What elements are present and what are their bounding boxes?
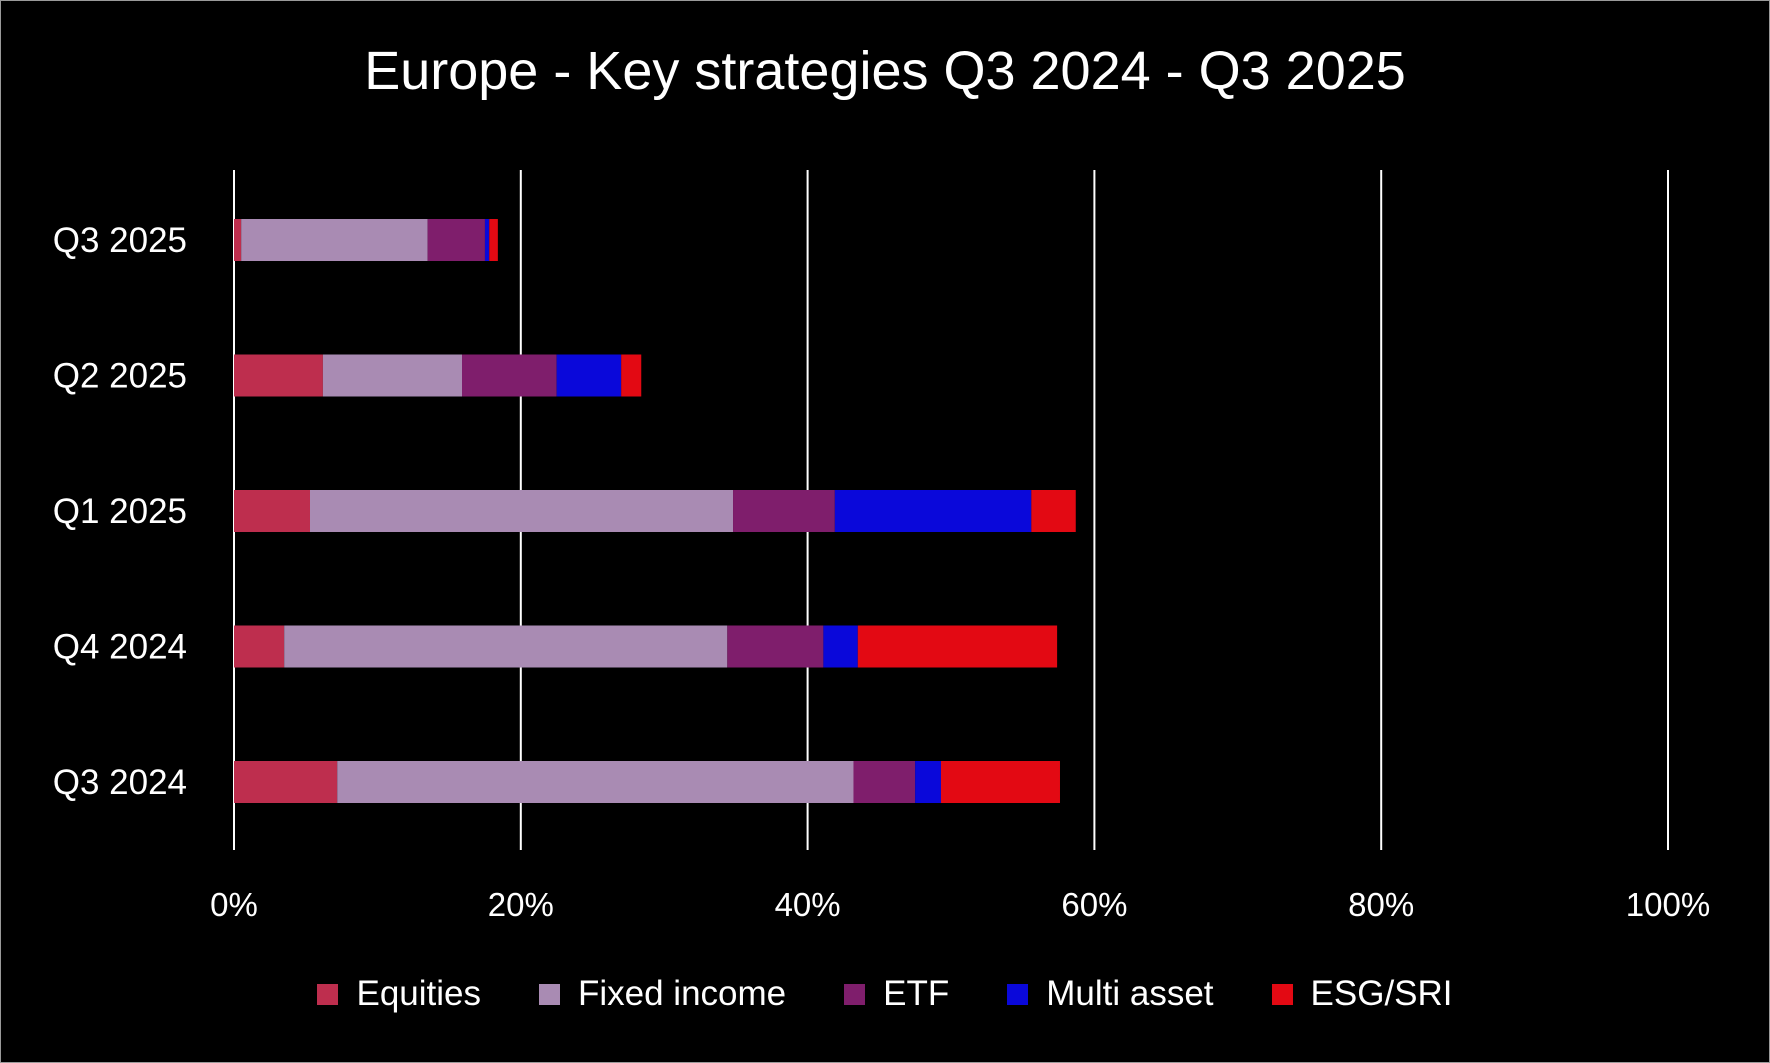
bar-segment-fixed-income <box>284 625 728 668</box>
x-tick-label: 80% <box>1348 886 1414 923</box>
bar-segment-equities <box>234 219 242 261</box>
y-category-label: Q4 2024 <box>53 628 187 667</box>
x-tick-label: 40% <box>775 886 841 923</box>
y-category-label: Q3 2024 <box>53 763 187 802</box>
legend-item: ESG/SRI <box>1271 974 1453 1014</box>
x-tick-label: 20% <box>488 886 554 923</box>
x-tick-label: 100% <box>1626 886 1710 923</box>
legend-item: Fixed income <box>539 974 786 1014</box>
bar-segment-multi-asset <box>834 490 1032 532</box>
bar-segment-equities <box>234 354 323 397</box>
bar-segment-equities <box>234 761 338 803</box>
legend-item: ETF <box>844 974 949 1014</box>
bar-segment-fixed-income <box>337 761 854 803</box>
legend: Equities Fixed income ETF Multi asset ESG/SR… <box>0 974 1770 1014</box>
x-tick-label: 60% <box>1061 886 1127 923</box>
bar-segment-esg-sri <box>621 354 642 397</box>
legend-item: Equities <box>317 974 481 1014</box>
bar-segment-fixed-income <box>310 490 734 532</box>
legend-label: Fixed income <box>578 974 787 1013</box>
bar-segment-esg-sri <box>857 625 1058 668</box>
chart-title: Europe - Key strategies Q3 2024 - Q3 202… <box>364 41 1406 101</box>
legend-item: Multi asset <box>1007 974 1214 1014</box>
bar-segment-etf <box>727 625 824 668</box>
bar-segment-fixed-income <box>241 219 428 261</box>
y-category-label: Q2 2025 <box>53 357 187 396</box>
legend-label: ETF <box>883 974 950 1013</box>
legend-swatch <box>1271 983 1293 1005</box>
bar-segment-etf <box>427 219 485 261</box>
legend-label: Multi asset <box>1046 974 1214 1013</box>
legend-label: Equities <box>356 974 481 1013</box>
bar-segment-esg-sri <box>489 219 498 261</box>
bar-segment-multi-asset <box>823 625 858 668</box>
bar-segment-esg-sri <box>940 761 1060 803</box>
bar-segment-fixed-income <box>322 354 463 397</box>
y-category-label: Q1 2025 <box>53 492 187 531</box>
bar-segment-equities <box>234 490 311 532</box>
legend-swatch <box>1007 983 1029 1005</box>
x-tick-label: 0% <box>210 886 258 923</box>
legend-swatch <box>317 983 339 1005</box>
bar-segment-equities <box>234 625 285 668</box>
bar-segment-multi-asset <box>915 761 941 803</box>
bar-segment-etf <box>462 354 557 397</box>
bar-segment-etf <box>733 490 835 532</box>
legend-label: ESG/SRI <box>1310 974 1453 1013</box>
bar-segment-multi-asset <box>484 219 490 261</box>
bar-segment-etf <box>853 761 916 803</box>
bar-segment-esg-sri <box>1031 490 1076 532</box>
bar-segment-multi-asset <box>556 354 622 397</box>
legend-swatch <box>539 983 560 1005</box>
legend-swatch <box>844 983 866 1005</box>
y-category-label: Q3 2025 <box>53 221 187 260</box>
